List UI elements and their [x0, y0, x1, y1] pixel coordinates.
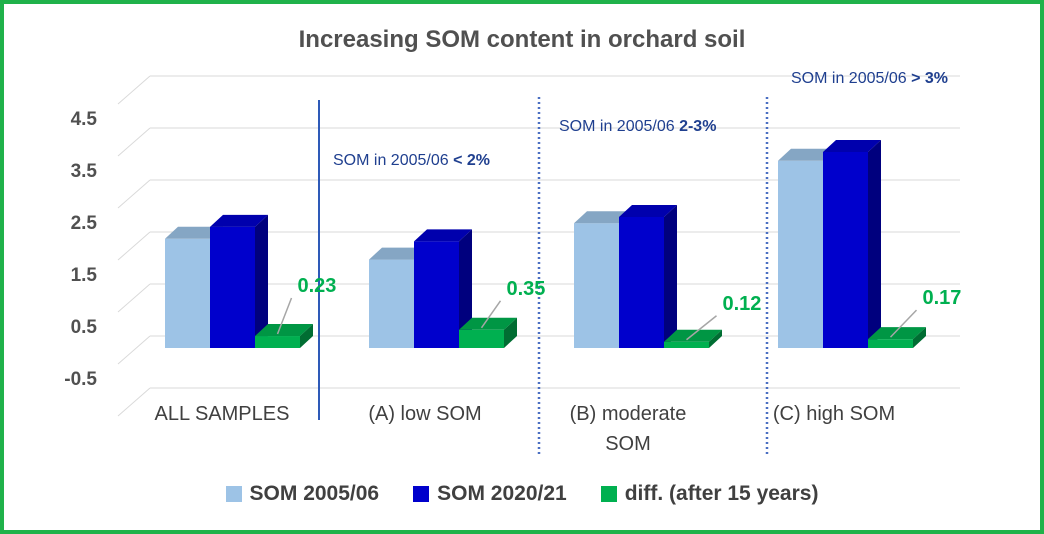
x-label-line: SOM [605, 433, 651, 455]
bar-front [459, 329, 504, 348]
bar-top [369, 247, 427, 260]
bar-top [823, 139, 881, 152]
bar-top [210, 214, 268, 227]
x-category-label: (A) low SOM [368, 403, 481, 425]
bar-front [664, 341, 709, 348]
bar-top [459, 317, 517, 330]
legend: SOM 2005/06 SOM 2020/21 diff. (after 15 … [0, 482, 1044, 506]
bar: 0.12 [664, 293, 761, 348]
bar-side [709, 329, 722, 348]
x-category-label: ALL SAMPLES [155, 403, 290, 425]
bar-side [868, 139, 881, 348]
y-axis: 4.5 3.5 2.5 1.5 0.5 -0.5 [64, 109, 97, 390]
bar-side [913, 327, 926, 348]
bar-side [255, 214, 268, 348]
bar-top [868, 327, 926, 340]
legend-swatch [600, 486, 617, 502]
gridline-depth [117, 75, 151, 105]
data-label: 0.23 [298, 275, 337, 297]
bar-front [574, 223, 619, 348]
y-tick-label: 4.5 [71, 109, 98, 130]
bar: 0.17 [868, 287, 961, 348]
bar-front [165, 238, 210, 348]
gridline-depth [117, 387, 151, 417]
legend-swatch [225, 486, 242, 502]
gridline-depth [117, 179, 151, 209]
bars: 0.23 0.35 0.12 0.17 [165, 139, 961, 348]
annotation-low: SOM in 2005/06 < 2% [333, 152, 490, 169]
bar-front [823, 151, 868, 348]
bar-front [868, 339, 913, 348]
bar-side [504, 317, 517, 348]
bar-side [664, 204, 677, 348]
bar [210, 214, 268, 348]
legend-item-diff: diff. (after 15 years) [600, 482, 818, 506]
legend-item-2005: SOM 2005/06 [225, 482, 379, 506]
bar-front [619, 216, 664, 348]
bar [619, 204, 677, 348]
gridline-depth [117, 335, 151, 365]
annotation-moderate: SOM in 2005/06 2-3% [559, 118, 717, 135]
y-tick-label: 1.5 [71, 265, 98, 286]
y-tick-label: 2.5 [71, 213, 98, 234]
data-label: 0.12 [723, 293, 762, 315]
data-label-leader [276, 297, 293, 335]
bar: 0.35 [459, 278, 545, 348]
x-category-label: (C) high SOM [773, 403, 895, 425]
group-separators [318, 97, 769, 455]
bar-side [300, 324, 313, 348]
bar-top [255, 324, 313, 337]
legend-item-2020: SOM 2020/21 [413, 482, 567, 506]
bar-front [778, 160, 823, 348]
data-label-leader [480, 300, 502, 329]
bar [823, 139, 881, 348]
gridline-depth [117, 127, 151, 157]
bar-front [255, 336, 300, 348]
bar: 0.23 [255, 275, 336, 348]
annotation-high: SOM in 2005/06 > 3% [791, 70, 948, 87]
chart-title: Increasing SOM content in orchard soil [299, 26, 746, 53]
x-label-line: (B) moderate [570, 403, 687, 425]
y-tick-label: -0.5 [64, 369, 97, 390]
bar-front [369, 259, 414, 348]
legend-swatch [413, 486, 430, 502]
data-label-leader [889, 309, 918, 338]
bar-top [574, 211, 632, 224]
x-category-label: (B) moderate SOM [570, 403, 687, 455]
gridline-depth [117, 231, 151, 261]
bar-top [165, 226, 223, 239]
bar-top [778, 148, 836, 161]
bar-front [210, 226, 255, 348]
bar-front [414, 241, 459, 348]
data-label: 0.35 [507, 278, 546, 300]
bar-top [619, 204, 677, 217]
data-label-leader [686, 315, 717, 341]
gridline-depth [117, 283, 151, 313]
x-axis: ALL SAMPLES (A) low SOM (B) moderate SOM (C)… [155, 403, 896, 455]
bar-top [414, 229, 472, 242]
bar-top [664, 329, 722, 342]
bar [414, 229, 472, 348]
y-tick-label: 0.5 [71, 317, 98, 338]
data-label: 0.17 [923, 287, 962, 309]
bar-side [459, 229, 472, 348]
y-tick-label: 3.5 [71, 161, 98, 182]
